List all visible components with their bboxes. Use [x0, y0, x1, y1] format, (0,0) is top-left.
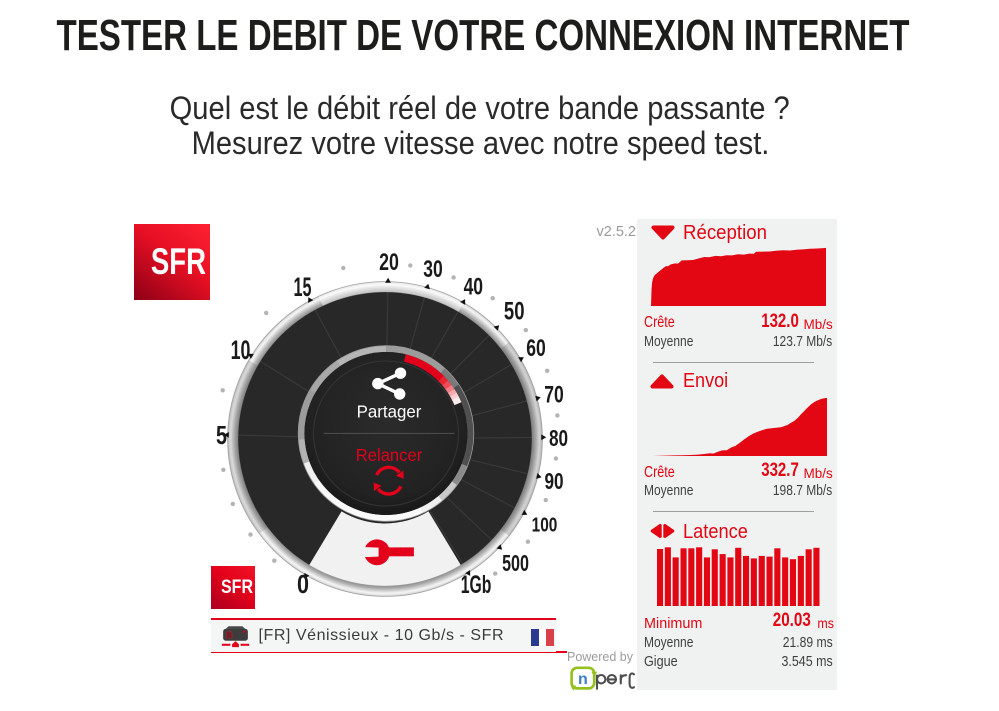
svg-text:n: n [578, 671, 588, 688]
svg-text:15: 15 [293, 272, 311, 302]
svg-text:60: 60 [526, 335, 545, 361]
svg-text:100: 100 [532, 513, 558, 535]
svg-text:80: 80 [549, 426, 568, 452]
svg-text:30: 30 [423, 257, 442, 283]
svg-text:5: 5 [216, 420, 227, 449]
svg-text:Partager: Partager [357, 401, 422, 421]
svg-text:50: 50 [504, 297, 525, 325]
svg-text:1Gb: 1Gb [461, 572, 492, 600]
svg-text:Relancer: Relancer [356, 446, 423, 465]
svg-text:40: 40 [464, 274, 483, 300]
svg-text:0: 0 [297, 570, 309, 599]
svg-text:90: 90 [544, 468, 563, 494]
svg-text:10: 10 [231, 334, 251, 365]
svg-text:70: 70 [544, 382, 563, 408]
svg-text:20: 20 [379, 250, 399, 276]
svg-text:500: 500 [502, 551, 529, 576]
